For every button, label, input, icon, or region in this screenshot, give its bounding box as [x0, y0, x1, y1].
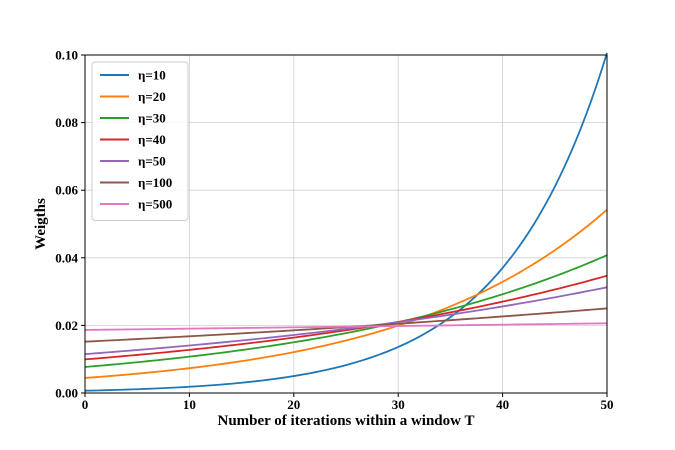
series-line-eta-10 [84, 52, 608, 392]
x-tick-label: 50 [601, 397, 614, 412]
legend-label: η=30 [138, 111, 166, 126]
legend-label: η=40 [138, 132, 166, 147]
legend-label: η=100 [138, 175, 172, 190]
x-tick-label: 20 [287, 397, 300, 412]
y-tick-label: 0.08 [55, 115, 78, 130]
x-tick-label: 10 [183, 397, 196, 412]
series-line-eta-500 [84, 322, 608, 331]
legend-label: η=500 [138, 197, 172, 212]
series-line-eta-40 [84, 274, 608, 361]
plot-frame [84, 54, 608, 394]
y-tick-label: 0.02 [55, 318, 78, 333]
legend-box [91, 61, 189, 221]
series-line-eta-20 [84, 209, 608, 379]
series-line-eta-30 [84, 254, 608, 368]
x-axis-label: Number of iterations within a window T [218, 413, 475, 429]
legend-label: η=50 [138, 154, 166, 169]
y-tick-label: 0.10 [55, 48, 78, 63]
y-tick-label: 0.06 [55, 183, 78, 198]
x-tick-label: 30 [392, 397, 405, 412]
legend: η=10 η=20 η=30 η=40 η=50 η=100 η=500 [91, 61, 189, 221]
y-tick-label: 0.00 [55, 386, 78, 401]
axis-ticks: 0 10 20 30 40 50 0.00 0.02 0.04 0.06 0.08 0.10 [55, 48, 613, 413]
y-axis-label: Weigths [33, 198, 49, 250]
legend-label: η=20 [138, 89, 166, 104]
x-tick-label: 40 [496, 397, 509, 412]
legend-label: η=10 [138, 68, 166, 83]
y-tick-label: 0.04 [55, 250, 78, 265]
series-line-eta-50 [84, 286, 608, 356]
x-tick-label: 0 [82, 397, 89, 412]
series-lines [84, 52, 608, 392]
